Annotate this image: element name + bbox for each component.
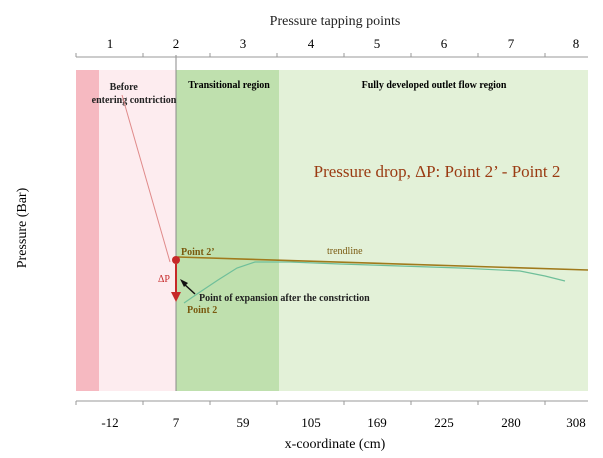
top-tick-8: 8 xyxy=(573,36,580,51)
pressure-drop-headline: Pressure drop, ΔP: Point 2’ - Point 2 xyxy=(314,162,561,181)
top-tick-2: 2 xyxy=(173,36,180,51)
bottom-tick-6: 225 xyxy=(434,415,454,430)
region-label-developed: Fully developed outlet flow region xyxy=(362,80,507,91)
top-tick-1: 1 xyxy=(107,36,114,51)
bottom-tick-4: 105 xyxy=(301,415,321,430)
top-tick-7: 7 xyxy=(508,36,515,51)
expansion-label: Point of expansion after the constrictio… xyxy=(199,293,370,304)
region-label-before-line1: Before xyxy=(110,82,139,93)
region-label-before-line2: entering contriction xyxy=(92,95,177,106)
bottom-tick-3: 59 xyxy=(237,415,250,430)
trendline xyxy=(177,256,589,271)
bottom-axis-title: x-coordinate (cm) xyxy=(285,437,386,452)
delta-p-arrowhead xyxy=(171,292,181,302)
trendline-label: trendline xyxy=(327,246,363,257)
region-transitional xyxy=(176,70,279,391)
region-before-constriction xyxy=(99,70,176,391)
expansion-arrowhead xyxy=(180,279,188,287)
point-2-prime-label: Point 2’ xyxy=(181,247,215,258)
bottom-tick-8: 308 xyxy=(566,415,586,430)
bottom-tick-1: -12 xyxy=(101,415,118,430)
bottom-tick-2: 7 xyxy=(173,415,180,430)
region-fully-developed xyxy=(279,70,588,391)
region-label-transitional: Transitional region xyxy=(188,80,270,91)
y-axis-title: Pressure (Bar) xyxy=(15,187,30,268)
top-tick-3: 3 xyxy=(240,36,247,51)
leader-line xyxy=(121,94,171,263)
top-tick-4: 4 xyxy=(308,36,315,51)
bottom-tick-7: 280 xyxy=(501,415,521,430)
bottom-axis-ticks: -12 7 59 105 169 225 280 308 xyxy=(101,415,585,430)
top-axis-ticks: 1 2 3 4 5 6 7 8 xyxy=(107,36,580,51)
point-2-label: Point 2 xyxy=(187,305,217,316)
top-axis-tickmarks xyxy=(75,53,546,57)
point-2-prime-marker xyxy=(172,256,180,264)
delta-p-label: ΔP xyxy=(158,274,170,285)
bottom-tick-5: 169 xyxy=(367,415,387,430)
region-inlet-red xyxy=(76,70,99,391)
top-tick-6: 6 xyxy=(441,36,448,51)
top-tick-5: 5 xyxy=(374,36,381,51)
top-axis-title: Pressure tapping points xyxy=(270,14,401,29)
measured-pressure-curve xyxy=(183,261,566,304)
bottom-axis-tickmarks xyxy=(75,401,546,405)
region-label-before: Before entering contriction xyxy=(92,82,177,106)
